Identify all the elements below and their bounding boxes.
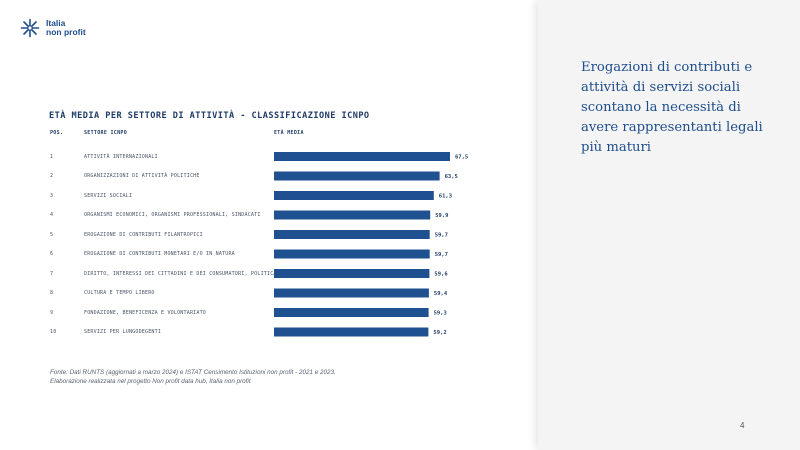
right-panel: Erogazioni di contributi e attività di s…: [538, 0, 800, 450]
row-position: 3: [50, 192, 54, 199]
row-position: 2: [50, 173, 54, 179]
row-sector-label: SERVIZI SOCIALI: [84, 192, 133, 199]
bar: [274, 288, 429, 298]
bar-value-label: 59,9: [435, 213, 448, 219]
row-sector-label: SERVIZI PER LUNGODEGENTI: [84, 329, 162, 335]
row-sector-label: ATTIVITÀ INTERNAZIONALI: [84, 153, 158, 160]
row-position: 10: [50, 329, 57, 335]
brand-logo: Italia non profit: [20, 18, 86, 38]
row-sector-label: FONDAZIONE, BENEFICENZA E VOLONTARIATO: [84, 309, 206, 316]
bar-value-label: 59,6: [434, 272, 448, 278]
bar: [274, 171, 440, 181]
row-position: 6: [50, 251, 54, 257]
brand-line-1: Italia: [46, 18, 66, 28]
column-header-position: POS.: [50, 130, 64, 136]
bar: [274, 210, 431, 220]
bar-value-label: 59,7: [435, 252, 448, 258]
row-sector-label: EROGAZIONE DI CONTRIBUTI FILANTROPICI: [84, 231, 203, 238]
bar-value-label: 59,4: [434, 291, 448, 297]
bar: [274, 327, 429, 337]
row-position: 4: [50, 212, 54, 218]
bar-value-label: 59,2: [433, 330, 446, 336]
bar: [274, 152, 450, 161]
row-sector-label: ORGANISMI ECONOMICI, ORGANISMI PROFESSIO…: [84, 212, 261, 218]
bar-value-label: 59,3: [434, 311, 447, 317]
row-position: 9: [50, 309, 54, 316]
row-position: 5: [50, 231, 54, 238]
column-header-sector: SETTORE ICNPO: [84, 130, 128, 136]
bar: [274, 269, 430, 278]
bar-value-label: 61,3: [439, 194, 452, 200]
bar-value-label: 59,7: [435, 233, 448, 239]
row-sector-label: ORGANIZZAZIONI DI ATTIVITÀ POLITICHE: [84, 173, 200, 179]
chart-title: ETÀ MEDIA PER SETTORE DI ATTIVITÀ - CLAS…: [49, 111, 370, 121]
bar: [274, 230, 430, 239]
bar: [274, 249, 430, 259]
bar: [274, 308, 429, 317]
sparkle-cross-icon: [20, 18, 40, 38]
bar-value-label: 67,5: [455, 155, 468, 161]
row-sector-label: EROGAZIONE DI CONTRIBUTI MONETARI E/O IN…: [84, 251, 235, 257]
column-header-age: ETÀ MEDIA: [274, 130, 304, 136]
row-position: 1: [50, 153, 54, 160]
bar-chart: 67,5 63,5 61,3 59,9 59,7 59,7 59,6 59,4 59,3 59,2: [274, 152, 468, 337]
bar: [274, 191, 434, 200]
row-position: 7: [50, 270, 54, 277]
source-note: Fonte: Dati RUNTS (aggiornati a marzo 20…: [50, 369, 336, 385]
bar-value-label: 63,5: [445, 174, 458, 180]
page-number: 4: [740, 421, 745, 430]
row-sector-label: DIRITTO, INTERESSI DEI CITTADINI E DEI C…: [84, 270, 277, 277]
brand-line-2: non profit: [46, 27, 86, 37]
headline: Erogazioni di contributi e attività di s…: [581, 60, 763, 155]
row-sector-label: CULTURA E TEMPO LIBERO: [84, 290, 155, 296]
brand-name: Italia non profit: [46, 19, 86, 37]
row-position: 8: [50, 290, 54, 296]
